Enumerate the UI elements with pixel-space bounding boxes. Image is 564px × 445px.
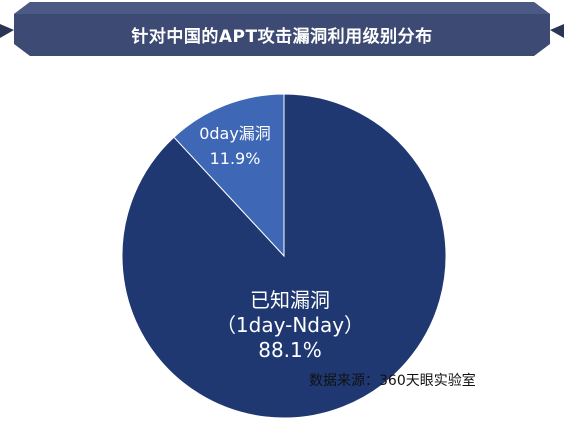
pie-slice-1 (121, 93, 447, 419)
pie-slice-0 (173, 93, 285, 258)
slice-label-known: 已知漏洞 (250, 288, 330, 312)
slice-value-known: 88.1% (258, 338, 322, 362)
pie-slices (121, 93, 447, 419)
slice-label-known-range: （1day-Nday） (216, 313, 364, 337)
title-banner (0, 2, 564, 56)
banner-right-tail (550, 24, 564, 38)
banner-ribbon-highlight (14, 2, 550, 14)
chart-title: 针对中国的APT攻击漏洞利用级别分布 (131, 27, 433, 47)
source-note: 数据来源：360天眼实验室 (309, 373, 476, 389)
banner-ribbon (14, 2, 550, 56)
slice-labels: 0day漏洞 11.9% 已知漏洞（1day-Nday）88.1% (199, 124, 364, 362)
slice-label-0day: 0day漏洞 (199, 124, 271, 143)
banner-left-tail (0, 24, 14, 38)
slice-value-0day: 11.9% (210, 149, 261, 168)
